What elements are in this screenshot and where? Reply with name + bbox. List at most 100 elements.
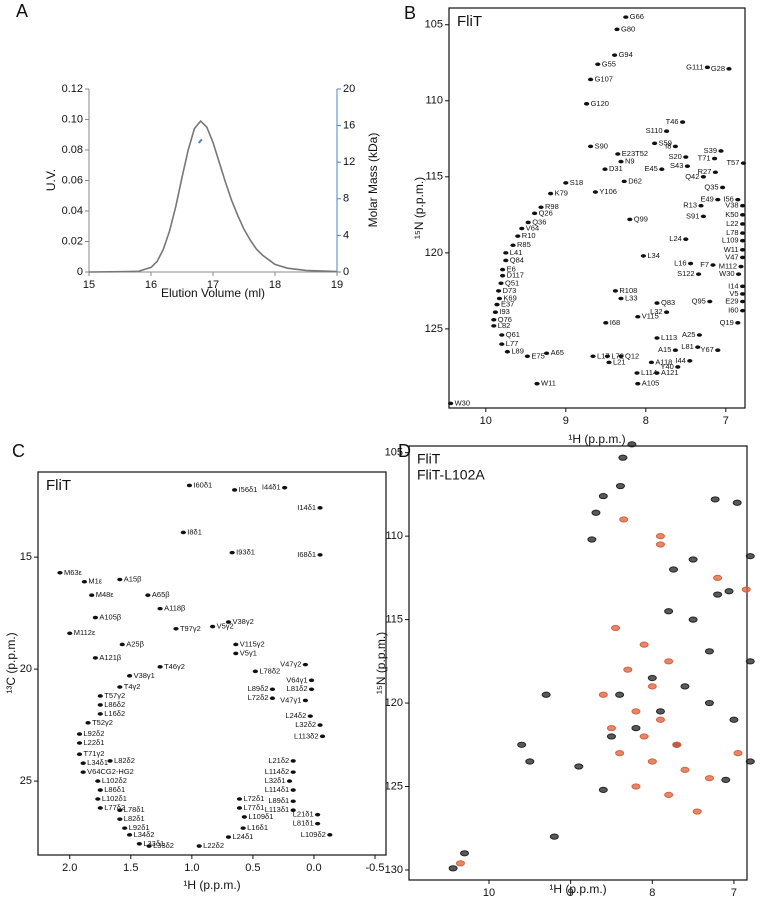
peak: [499, 342, 505, 346]
peak: [740, 255, 746, 260]
peak-label: L89δ1: [268, 796, 289, 805]
peak-label: V64CG2-HG2: [87, 767, 134, 776]
peak: [145, 593, 151, 597]
peak-label: V47γ2: [280, 660, 301, 669]
peak-label: E37: [501, 300, 514, 309]
peak-label: L81: [681, 342, 694, 351]
peak-label: L77δ2: [104, 803, 125, 812]
x-tick-label: 1.0: [184, 862, 199, 874]
y-tick-label: 15: [20, 551, 32, 563]
peak: [210, 624, 216, 629]
peak: [80, 761, 86, 765]
y-tick-label: 0.08: [62, 144, 83, 156]
peak: [606, 725, 616, 732]
peak: [696, 333, 703, 337]
peak: [634, 371, 640, 375]
peak: [733, 750, 743, 757]
peak-label: S90: [595, 141, 608, 150]
peak-label: D62: [628, 176, 642, 185]
peak-label: D117: [507, 271, 524, 280]
peak: [631, 783, 641, 790]
peak: [519, 226, 525, 231]
peak: [496, 296, 502, 301]
peak: [544, 351, 550, 356]
peak: [740, 299, 746, 304]
panel-letter: D: [398, 441, 411, 461]
peak-label: L34: [647, 251, 660, 260]
panel-letter: C: [12, 441, 25, 461]
y-tick-label: 115: [425, 171, 443, 183]
peak: [231, 488, 238, 492]
peak-label: L78δ2: [259, 666, 280, 675]
peak-label: Q51: [505, 278, 519, 287]
peak-label: L22: [726, 219, 739, 228]
peak-label: A121β: [99, 653, 122, 662]
x-tick-label: 10: [483, 887, 495, 897]
peak: [282, 485, 288, 490]
peak-label: R85: [517, 240, 531, 249]
peak: [640, 254, 647, 258]
peak-label: K79: [555, 189, 568, 198]
peak-label: R108: [619, 286, 637, 295]
peak: [740, 248, 746, 252]
peak: [524, 354, 531, 359]
peak-label: L33δ1: [143, 839, 164, 848]
peak: [736, 272, 742, 276]
peak-label: S122: [677, 269, 695, 278]
peak: [252, 669, 258, 674]
peak-label: T46γ2: [164, 662, 185, 671]
peak-label: L82: [498, 321, 511, 330]
peak: [712, 156, 718, 161]
peak: [635, 381, 641, 386]
peak-label: N9: [625, 157, 635, 166]
peak-label: E75: [531, 351, 544, 360]
peak: [735, 197, 741, 202]
peak: [615, 691, 625, 698]
peak-label: A118β: [164, 604, 186, 613]
peak-label: L77δ1: [243, 803, 264, 812]
x-tick-label: 10: [480, 415, 492, 427]
peak-label: V115γ2: [240, 639, 265, 648]
peak: [85, 721, 91, 725]
peak: [97, 788, 103, 792]
peak: [618, 354, 624, 359]
peak-label: L22δ2: [203, 841, 224, 850]
peak: [233, 651, 239, 656]
peak-label: L78δ1: [124, 805, 145, 814]
peak-label: Q42: [685, 172, 699, 181]
peak: [317, 553, 323, 557]
peak-label: A15β: [124, 574, 142, 583]
peak: [664, 791, 674, 798]
peak-label: L16δ1: [247, 823, 268, 832]
peak-label: V5γ2: [217, 622, 234, 631]
peak: [76, 732, 83, 736]
peak-label: L92δ1: [129, 823, 150, 832]
peak: [669, 566, 679, 573]
peak-label: L114δ1: [265, 785, 289, 794]
peak: [327, 833, 333, 837]
peak: [696, 272, 702, 276]
peak: [718, 149, 724, 153]
peak-label: L24δ1: [232, 832, 253, 841]
peak: [290, 799, 296, 804]
peak: [606, 733, 616, 740]
peak: [180, 530, 186, 535]
peak-label: I93δ1: [236, 548, 255, 557]
x-tick-label: 16: [145, 279, 157, 291]
x-tick-label: 0.0: [306, 862, 321, 874]
peak: [67, 631, 73, 636]
peak-label: A25β: [126, 639, 144, 648]
peak: [97, 712, 103, 716]
peak: [700, 175, 707, 179]
peak-label: G94: [619, 50, 633, 59]
peak: [92, 615, 98, 620]
peak: [76, 741, 83, 745]
peak: [503, 258, 509, 263]
peak: [740, 161, 747, 165]
peak-label: M63ε: [64, 568, 83, 577]
y-tick-label: 110: [385, 530, 403, 542]
peak-label: V115: [642, 312, 659, 321]
peak: [623, 666, 633, 673]
peak: [317, 506, 323, 510]
peak: [712, 170, 719, 175]
